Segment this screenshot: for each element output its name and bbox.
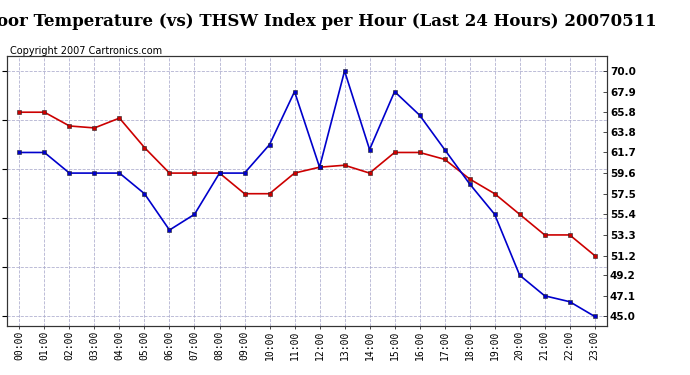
Text: Outdoor Temperature (vs) THSW Index per Hour (Last 24 Hours) 20070511: Outdoor Temperature (vs) THSW Index per … xyxy=(0,13,656,30)
Text: Copyright 2007 Cartronics.com: Copyright 2007 Cartronics.com xyxy=(10,46,162,56)
